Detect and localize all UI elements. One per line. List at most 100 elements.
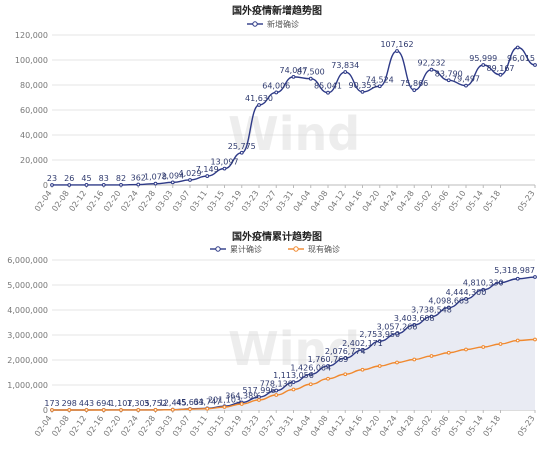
x-tick-label: 03-11 — [188, 414, 209, 438]
data-label: 96,015 — [507, 54, 535, 63]
data-point — [446, 350, 451, 355]
x-tick-label: 04-12 — [326, 414, 347, 438]
data-point — [412, 323, 417, 327]
y-tick-label: 120,000 — [15, 31, 48, 40]
data-point — [84, 408, 89, 412]
x-tick-label: 05-02 — [412, 414, 433, 438]
data-point — [343, 70, 348, 74]
y-tick-label: 4,000,000 — [7, 306, 48, 315]
data-label: 1,078 — [144, 173, 167, 182]
x-tick-label: 03-15 — [205, 189, 226, 213]
data-label: 443 — [79, 399, 94, 408]
x-tick-label: 04-28 — [395, 189, 416, 213]
data-label: 74,524 — [366, 75, 394, 84]
data-label: 13,097 — [211, 158, 239, 167]
data-point — [464, 296, 468, 301]
x-tick-label: 02-08 — [50, 414, 71, 438]
data-label: 41,630 — [245, 94, 273, 103]
data-point — [464, 83, 468, 88]
data-point — [533, 337, 537, 342]
x-tick-label: 03-15 — [205, 414, 226, 438]
data-point — [515, 276, 520, 281]
legend-label: 现有确诊 — [308, 244, 340, 254]
data-label: 694 — [96, 399, 111, 408]
chart-title: 国外疫情累计趋势图 — [232, 230, 322, 243]
data-label: 2,076,774 — [325, 347, 366, 356]
x-tick-label: 03-03 — [154, 414, 175, 438]
data-label: 83 — [99, 174, 109, 183]
data-point — [222, 166, 227, 171]
data-point — [481, 345, 486, 349]
data-point — [481, 63, 486, 67]
data-point — [343, 356, 348, 360]
data-point — [101, 182, 106, 187]
data-label: 45 — [81, 174, 91, 183]
data-point — [274, 90, 279, 95]
cumulative-chart: 国外疫情累计趋势图 0 1,000,000 2,000,000 3,000,000 4,0… — [7, 230, 537, 438]
data-label: 1,113,056 — [273, 371, 314, 380]
data-label: 87,500 — [297, 68, 325, 77]
legend-label: 新增确诊 — [267, 19, 299, 29]
data-label: 25,775 — [228, 142, 256, 151]
x-tick-label: 02-28 — [136, 189, 157, 213]
x-tick-label: 04-08 — [309, 189, 330, 213]
data-point — [50, 183, 54, 187]
data-point — [274, 388, 279, 393]
data-point — [377, 339, 382, 344]
y-tick-label: 0 — [43, 181, 48, 190]
legend-marker — [252, 21, 258, 27]
x-tick-label: 03-19 — [223, 189, 244, 213]
data-label: 95,999 — [469, 54, 497, 63]
x-tick-label: 04-16 — [343, 414, 364, 438]
y-tick-label: 1,000,000 — [7, 381, 48, 390]
data-label: 2,753,950 — [359, 330, 400, 339]
data-point — [360, 348, 365, 352]
data-label: 75,866 — [400, 79, 428, 88]
x-tick-label: 05-02 — [412, 189, 433, 213]
x-tick-label: 04-24 — [378, 189, 399, 213]
series-area-1 — [52, 277, 535, 410]
y-tick-label: 0 — [43, 406, 48, 415]
x-tick-label: 05-10 — [447, 189, 468, 213]
data-label: 89,167 — [487, 64, 515, 73]
x-tick-label: 03-07 — [171, 414, 192, 438]
data-point — [429, 67, 434, 72]
x-tick-label: 04-24 — [378, 414, 399, 438]
data-label: 3,403,608 — [394, 314, 435, 323]
chart-title: 国外疫情新增趋势图 — [232, 4, 322, 17]
data-label: 1,305 — [127, 399, 150, 408]
data-point — [343, 372, 348, 377]
data-label: 201,103 — [208, 395, 241, 404]
legend-marker — [293, 246, 299, 252]
y-tick-label: 20,000 — [20, 156, 48, 165]
data-label: 778,138 — [260, 380, 293, 389]
data-label: 79,497 — [452, 75, 480, 84]
data-point — [326, 376, 330, 381]
y-tick-label: 2,000,000 — [7, 356, 48, 365]
y-tick-label: 5,000,000 — [7, 281, 48, 290]
x-tick-label: 02-20 — [102, 189, 123, 213]
data-point — [515, 45, 520, 50]
data-label: 107,162 — [380, 40, 413, 49]
data-point — [498, 72, 503, 77]
data-point — [170, 180, 175, 185]
data-point — [67, 183, 72, 187]
watermark: Wind — [228, 107, 360, 161]
x-tick-label: 03-31 — [274, 189, 295, 213]
data-label: 1,426,064 — [290, 363, 331, 372]
data-point — [533, 63, 537, 67]
x-tick-label: 02-12 — [67, 189, 88, 213]
data-label: 5,318,987 — [494, 266, 535, 275]
data-point — [205, 406, 210, 411]
legend-label: 累计确诊 — [230, 244, 262, 254]
data-label: 92,232 — [418, 59, 446, 68]
x-tick-label: 02-20 — [102, 414, 123, 438]
x-tick-label: 04-16 — [343, 189, 364, 213]
data-label: 364,389 — [225, 392, 258, 401]
data-point — [360, 367, 365, 372]
data-point — [395, 331, 399, 336]
x-tick-label: 03-11 — [188, 189, 209, 213]
data-point — [326, 364, 330, 368]
data-label: 64,006 — [262, 81, 290, 90]
